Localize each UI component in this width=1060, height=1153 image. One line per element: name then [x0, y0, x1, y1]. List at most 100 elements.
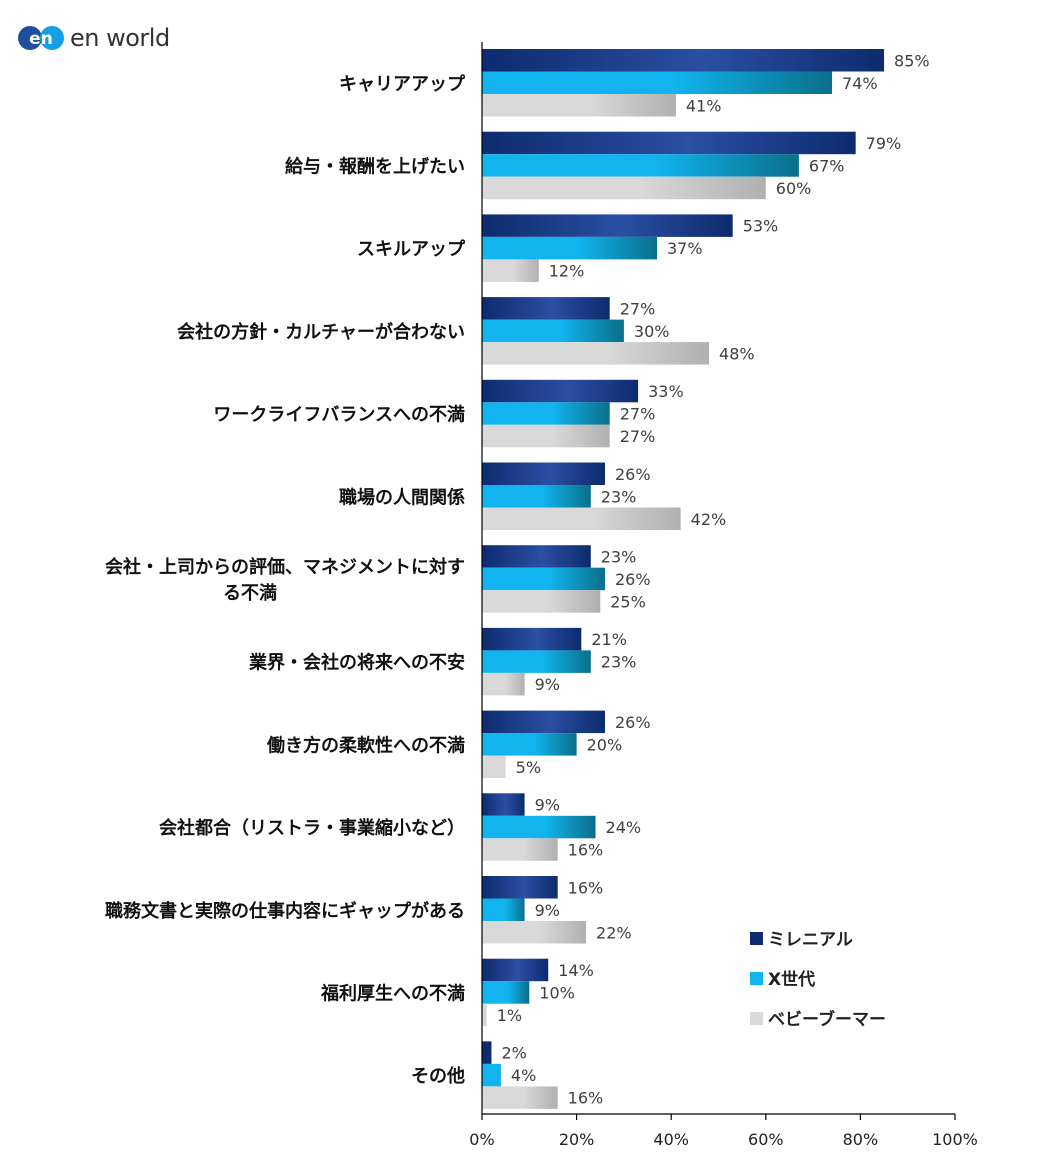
bar-genx-0 — [482, 71, 833, 94]
value-label-genx-4: 27% — [620, 405, 656, 424]
bar-genx-9 — [482, 815, 596, 839]
bar-millennial-0 — [482, 49, 885, 72]
category-label-7: 業界・会社の将来への不安 — [248, 652, 465, 674]
value-label-millennial-2: 53% — [743, 217, 779, 236]
category-label-10: 職務文書と実際の仕事内容にギャップがある — [105, 900, 465, 922]
bar-boomer-0 — [482, 94, 676, 117]
value-label-genx-8: 20% — [587, 735, 623, 754]
value-label-millennial-6: 23% — [601, 547, 637, 566]
bar-boomer-11 — [482, 1003, 487, 1027]
category-label-5: 職場の人間関係 — [339, 486, 465, 508]
value-label-genx-3: 30% — [634, 322, 670, 341]
bar-genx-7 — [482, 650, 591, 673]
bar-boomer-5 — [482, 507, 681, 530]
bar-genx-1 — [482, 154, 799, 177]
x-tick-label-0: 0% — [469, 1130, 494, 1149]
value-label-genx-6: 26% — [615, 570, 651, 589]
bar-boomer-2 — [482, 259, 539, 282]
category-label-2: スキルアップ — [357, 238, 466, 260]
bar-genx-2 — [482, 236, 658, 260]
bar-millennial-4 — [482, 379, 639, 403]
value-label-millennial-3: 27% — [620, 299, 656, 318]
bar-genx-5 — [482, 485, 591, 508]
value-label-millennial-9: 9% — [535, 796, 560, 815]
bar-millennial-8 — [482, 710, 605, 734]
value-label-boomer-10: 22% — [596, 923, 632, 942]
value-label-boomer-3: 48% — [719, 344, 755, 363]
value-label-millennial-8: 26% — [615, 713, 651, 732]
category-labels: キャリアアップ給与・報酬を上げたいスキルアップ会社の方針・カルチャーが合わないワ… — [105, 73, 466, 1087]
bar-genx-3 — [482, 319, 624, 343]
bar-millennial-5 — [482, 462, 605, 485]
x-tick-label-2: 40% — [653, 1130, 689, 1149]
legend-label-millennial: ミレニアル — [768, 930, 853, 950]
value-label-genx-0: 74% — [842, 74, 878, 93]
category-label-0: キャリアアップ — [339, 73, 466, 95]
value-label-boomer-1: 60% — [776, 179, 812, 198]
category-label-11: 福利厚生への不満 — [320, 982, 465, 1004]
value-label-millennial-10: 16% — [568, 878, 604, 897]
bar-genx-6 — [482, 567, 605, 591]
bar-boomer-12 — [482, 1086, 558, 1109]
value-label-genx-2: 37% — [667, 239, 703, 258]
bar-genx-8 — [482, 733, 577, 756]
bar-millennial-1 — [482, 131, 856, 155]
legend-label-boomer: ベビーブーマー — [768, 1009, 886, 1030]
category-label-12: その他 — [411, 1065, 465, 1087]
bar-boomer-8 — [482, 755, 506, 779]
value-label-genx-9: 24% — [606, 818, 642, 837]
x-tick-label-5: 100% — [932, 1130, 978, 1149]
bar-millennial-10 — [482, 876, 558, 899]
category-label-6: 会社・上司からの評価、マネジメントに対する不満 — [105, 556, 465, 604]
bar-boomer-3 — [482, 342, 710, 365]
bar-boomer-1 — [482, 176, 766, 200]
bar-millennial-6 — [482, 545, 591, 568]
bar-boomer-10 — [482, 921, 587, 944]
bar-boomer-9 — [482, 838, 558, 861]
bar-genx-10 — [482, 898, 525, 921]
value-label-boomer-5: 42% — [691, 510, 727, 529]
logo-mark-icon: en — [18, 26, 64, 50]
category-label-8: 働き方の柔軟性への不満 — [266, 734, 465, 756]
value-labels: 85% 74% 41% 79% 67% 60% 53% 37% 12% 27% 30% 48% 33% 2… — [497, 51, 930, 1107]
value-label-boomer-4: 27% — [620, 427, 656, 446]
legend-swatch-genx — [750, 972, 763, 985]
bar-genx-4 — [482, 402, 610, 425]
category-label-3: 会社の方針・カルチャーが合わない — [177, 321, 465, 343]
bar-millennial-7 — [482, 627, 582, 651]
logo-mark-text: en — [29, 29, 53, 49]
value-label-millennial-0: 85% — [894, 51, 930, 70]
x-tick-label-3: 60% — [748, 1130, 784, 1149]
category-label-4: ワークライフバランスへの不満 — [213, 404, 465, 426]
value-label-genx-5: 23% — [601, 487, 637, 506]
value-label-millennial-5: 26% — [615, 465, 651, 484]
bars-group — [482, 49, 885, 1109]
value-label-millennial-11: 14% — [558, 961, 594, 980]
value-label-genx-7: 23% — [601, 653, 637, 672]
value-label-boomer-12: 16% — [568, 1089, 604, 1108]
bar-genx-12 — [482, 1063, 501, 1087]
legend-label-genx: X世代 — [768, 969, 815, 990]
logo-text: en world — [70, 24, 170, 52]
value-label-boomer-8: 5% — [516, 758, 541, 777]
value-label-boomer-0: 41% — [686, 96, 722, 115]
value-label-boomer-11: 1% — [497, 1006, 522, 1025]
legend-swatch-millennial — [750, 932, 763, 945]
enworld-logo: en en world — [18, 24, 170, 52]
bar-millennial-2 — [482, 214, 733, 237]
category-label-9: 会社都合（リストラ・事業縮小など） — [159, 817, 465, 839]
value-label-boomer-7: 9% — [535, 675, 560, 694]
value-label-boomer-9: 16% — [568, 841, 604, 860]
bar-millennial-3 — [482, 297, 610, 320]
value-label-millennial-4: 33% — [648, 382, 684, 401]
bar-millennial-12 — [482, 1041, 492, 1064]
bar-genx-11 — [482, 981, 530, 1004]
bar-millennial-11 — [482, 958, 549, 982]
value-label-genx-11: 10% — [539, 983, 575, 1002]
bar-boomer-4 — [482, 424, 610, 448]
bar-millennial-9 — [482, 793, 525, 816]
x-tick-label-1: 20% — [559, 1130, 595, 1149]
value-label-millennial-7: 21% — [591, 630, 627, 649]
